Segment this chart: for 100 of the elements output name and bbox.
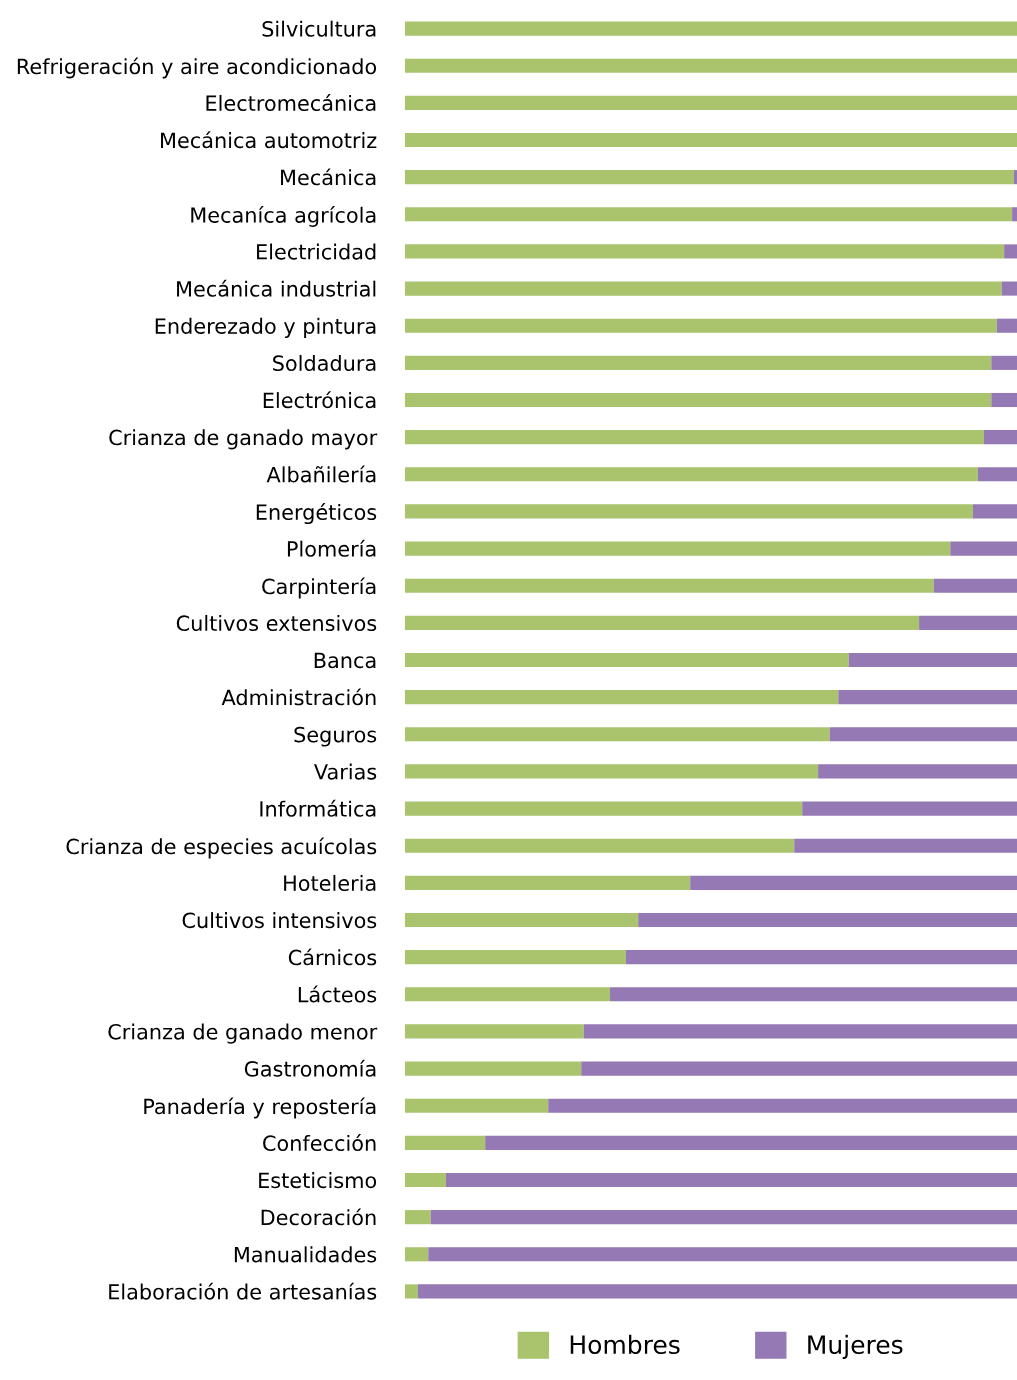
bar [405, 244, 1005, 259]
y-tick-label: Mecánica automotriz [161, 131, 377, 149]
bar [430, 1210, 1017, 1225]
bar [1012, 207, 1017, 222]
bar [405, 578, 934, 593]
y-tick-label: Refrigeración y aire acondicionado [17, 57, 377, 79]
bar [405, 207, 1013, 222]
bar [405, 355, 992, 370]
y-tick-label: Cárnicos [288, 948, 377, 966]
y-tick-label: Mecánica industrial [177, 279, 376, 297]
y-tick-label: Mecaníca agrícola [191, 205, 376, 227]
bar [405, 21, 1017, 36]
y-tick-label: Decoración [261, 1208, 376, 1226]
bar [405, 838, 795, 853]
bar [802, 801, 1017, 816]
legend-label: Hombres [570, 1334, 680, 1355]
bar [405, 1024, 584, 1039]
y-tick-label: Albañilería [266, 465, 376, 483]
bar [405, 467, 978, 482]
y-tick-label: Elaboración de artesanías [109, 1282, 377, 1300]
y-tick-label: Energéticos [256, 503, 377, 525]
bar [405, 987, 611, 1002]
bar [991, 355, 1017, 370]
bar [405, 1247, 429, 1262]
y-tick-label: Confección [263, 1134, 376, 1152]
bar [1001, 281, 1017, 296]
bar [638, 912, 1017, 928]
y-tick-label: Electromecánica [206, 94, 376, 112]
bar [838, 690, 1017, 705]
bar [405, 58, 1017, 73]
y-tick-label: Manualidades [234, 1246, 377, 1263]
y-tick-label: Crianza de ganado mayor [109, 429, 378, 450]
bar [1013, 170, 1017, 185]
y-tick-label: Mecánica [281, 168, 376, 186]
bar [972, 504, 1017, 519]
bar [625, 950, 1017, 965]
y-tick-label: Lácteos [298, 985, 377, 1003]
y-tick-label: Electrónica [263, 391, 376, 409]
bar [405, 1284, 418, 1299]
bar [548, 1098, 1017, 1113]
y-tick-label: Varias [314, 763, 377, 780]
bar [919, 615, 1017, 630]
y-tick-label: Crianza de ganado menor [108, 1023, 378, 1044]
bar [794, 838, 1017, 853]
bar [405, 318, 997, 333]
bar [933, 578, 1017, 593]
bar [405, 170, 1014, 185]
bar [405, 727, 830, 742]
bar [405, 392, 992, 408]
bar [405, 281, 1002, 296]
y-tick-label: Soldadura [273, 354, 376, 372]
bar [405, 430, 984, 445]
bar [983, 430, 1017, 445]
legend-label: Mujeres [808, 1334, 903, 1359]
y-tick-label: Panadería y repostería [144, 1097, 376, 1119]
bar [405, 95, 1017, 110]
bar [405, 912, 639, 928]
bar [581, 1061, 1017, 1076]
y-tick-label: Cultivos extensivos [176, 614, 377, 632]
bar [610, 987, 1017, 1002]
bar [405, 615, 920, 630]
y-tick-label: Banca [314, 652, 376, 669]
bar [405, 132, 1017, 148]
bar [405, 1210, 431, 1225]
y-tick-label: Silvicultura [262, 20, 376, 37]
bar [417, 1284, 1017, 1299]
y-tick-label: Administración [221, 688, 376, 706]
bar [405, 950, 626, 965]
bar [583, 1024, 1017, 1039]
bar [991, 392, 1017, 408]
y-tick-label: Cultivos intensivos [182, 912, 377, 929]
y-tick-label: Electricidad [257, 243, 376, 260]
bar [405, 875, 691, 890]
bar [485, 1135, 1017, 1150]
y-tick-label: Crianza de especies acuícolas [66, 837, 377, 859]
bar [446, 1172, 1017, 1188]
bar [405, 652, 849, 668]
bar [405, 1135, 486, 1150]
bar [405, 1098, 549, 1113]
y-tick-label: Seguros [294, 726, 377, 747]
bar [405, 541, 951, 556]
bar [950, 541, 1017, 556]
y-tick-label: Informática [260, 799, 376, 817]
bar [405, 504, 973, 519]
y-tick-label: Plomería [287, 539, 376, 557]
y-tick-label: Esteticismo [259, 1172, 377, 1189]
bar [829, 727, 1017, 742]
bar [428, 1247, 1017, 1262]
bar [405, 1172, 446, 1188]
bar [996, 318, 1017, 333]
bar [405, 1061, 582, 1076]
bar [690, 875, 1017, 890]
y-tick-label: Carpintería [262, 577, 376, 599]
bar [405, 801, 803, 816]
bar [405, 764, 819, 779]
bar [405, 690, 839, 705]
y-tick-label: Enderezado y pintura [155, 317, 376, 338]
bar [848, 652, 1017, 668]
y-tick-label: Gastronomía [244, 1059, 376, 1077]
y-tick-label: Hoteleria [284, 874, 376, 892]
